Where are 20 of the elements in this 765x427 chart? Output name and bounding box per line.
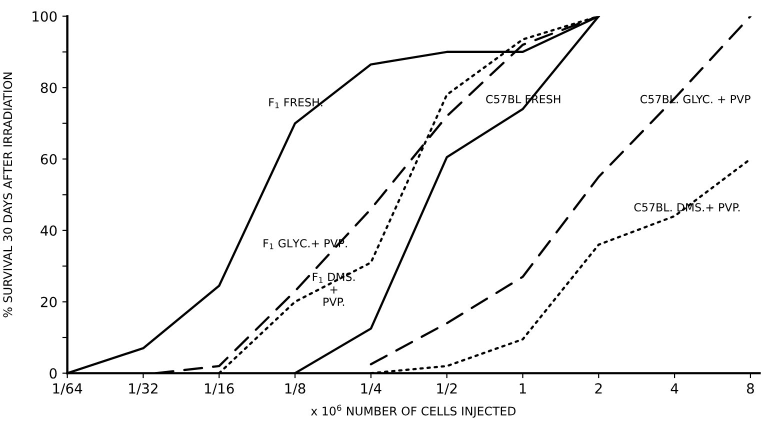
x-tick-label: 1/2 bbox=[437, 383, 457, 395]
x-tick-label: 4 bbox=[670, 383, 678, 394]
x-tick-label: 2 bbox=[595, 383, 602, 394]
y-tick-label: 80 bbox=[40, 82, 57, 94]
y-tick-label: 0 bbox=[50, 368, 57, 379]
y-tick-label: 60 bbox=[40, 154, 57, 164]
x-tick-label: 1/4 bbox=[361, 383, 382, 395]
y-axis-title: % SURVIVAL 30 DAYS AFTER IRRADIATION bbox=[3, 72, 12, 318]
x-tick-label: 1/32 bbox=[129, 383, 158, 395]
annotation: C57BL. DMS.+ PVP. bbox=[634, 203, 740, 212]
x-axis-title: x 10$^{6}$ NUMBER OF CELLS INJECTED bbox=[310, 404, 516, 418]
x-tick-label: 1 bbox=[520, 383, 526, 394]
y-tick-label: 20 bbox=[40, 296, 57, 308]
x-tick-label: 1/64 bbox=[53, 383, 82, 395]
annotation: F$_{1}$ FRESH. bbox=[269, 98, 322, 108]
x-tick-label: 1/16 bbox=[205, 383, 234, 395]
y-tick-label: 100 bbox=[32, 11, 57, 22]
x-tick-label: 1/8 bbox=[285, 383, 306, 395]
x-tick-label: 8 bbox=[746, 383, 754, 394]
y-tick-label: 40 bbox=[40, 225, 57, 236]
